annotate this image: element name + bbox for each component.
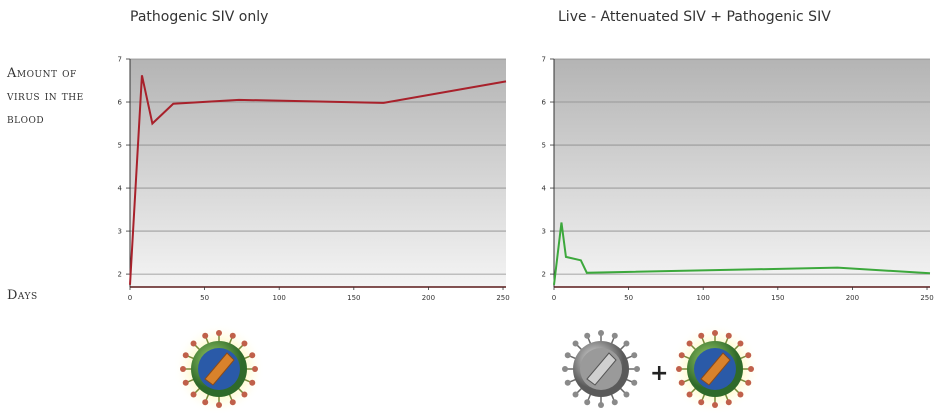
series-line bbox=[129, 75, 507, 285]
plot-background bbox=[130, 59, 506, 287]
x-tick-label: 0 bbox=[128, 294, 132, 302]
y-tick-label: 5 bbox=[118, 142, 122, 150]
pathogenic-siv-virus-icon bbox=[173, 323, 265, 414]
x-tick-label: 200 bbox=[422, 294, 435, 302]
x-tick-label: 250 bbox=[496, 294, 509, 302]
chart-title-attenuated: Live - Attenuated SIV + Pathogenic SIV bbox=[558, 9, 831, 25]
x-tick-label: 100 bbox=[273, 294, 286, 302]
y-tick-label: 5 bbox=[542, 142, 546, 150]
y-tick-label: 6 bbox=[542, 99, 547, 107]
chart-pathogenic: 2 3 4 5 6 7 0 50 100 150 200 250 bbox=[118, 56, 510, 303]
y-tick-label: 6 bbox=[118, 99, 123, 107]
attenuated-siv-virus-icon bbox=[562, 330, 640, 408]
pathogenic-siv-virus-icon-2 bbox=[669, 323, 761, 414]
y-tick-label: 2 bbox=[542, 271, 546, 279]
x-tick-label: 50 bbox=[624, 294, 633, 302]
x-tick-label: 100 bbox=[697, 294, 710, 302]
x-tick-label: 250 bbox=[920, 294, 933, 302]
plus-sign: + bbox=[650, 361, 669, 386]
y-tick-label: 7 bbox=[118, 56, 122, 64]
x-tick-label: 0 bbox=[552, 294, 556, 302]
x-tick-label: 200 bbox=[846, 294, 859, 302]
y-tick-label: 3 bbox=[118, 228, 122, 236]
x-tick-label: 150 bbox=[347, 294, 360, 302]
x-axis-label: Days bbox=[7, 288, 38, 303]
x-tick-label: 150 bbox=[771, 294, 784, 302]
y-tick-label: 7 bbox=[542, 56, 546, 64]
series-line bbox=[553, 222, 931, 285]
chart-attenuated: 2 3 4 5 6 7 0 50 100 150 200 250 bbox=[542, 56, 934, 303]
x-tick-label: 50 bbox=[200, 294, 209, 302]
y-tick-label: 4 bbox=[542, 185, 547, 193]
y-axis-label: Amount of virus in the blood bbox=[7, 66, 84, 127]
plot-background bbox=[554, 59, 930, 287]
y-tick-label: 4 bbox=[118, 185, 123, 193]
y-tick-label: 2 bbox=[118, 271, 122, 279]
y-tick-label: 3 bbox=[542, 228, 546, 236]
chart-title-pathogenic: Pathogenic SIV only bbox=[130, 9, 269, 25]
